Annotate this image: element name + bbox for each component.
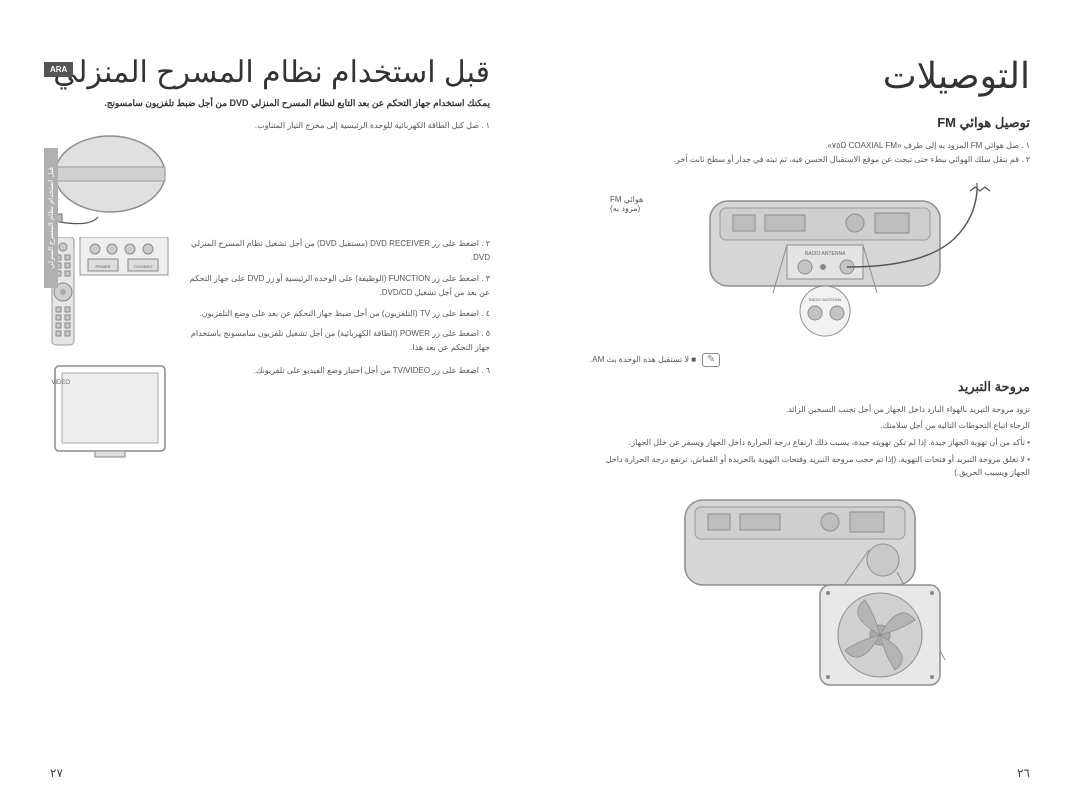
step-1-figure: [50, 119, 170, 229]
step-5: ٥ . اضغط على زر POWER (الطاقة الكهربائية…: [180, 327, 490, 356]
tv-figure: VIDEO: [50, 364, 170, 464]
step-2: ٢ . اضغط على زر DVD RECEIVER (مستقبل DVD…: [180, 237, 490, 266]
fan-illustration-group: [590, 490, 1030, 690]
fan-bullet-1: • تأكد من أن تهوية الجهاز جيدة. إذا لم ت…: [590, 436, 1030, 450]
before-use-title: قبل استخدام نظام المسرح المنزلي: [50, 55, 490, 90]
page-26: التوصيلات توصيل هوائي FM ١ . صل هوائي FM…: [540, 0, 1080, 810]
fm-step-1: ١ . صل هوائي FM المزود به إلى طرف «FM ٧٥…: [590, 139, 1030, 153]
sidebar-text: قبل استخدام نظام المسرح المنزلي: [47, 167, 55, 269]
fan-heading: مروحة التبريد: [590, 379, 1030, 395]
note-icon: ✎: [702, 353, 720, 367]
connections-title: التوصيلات: [590, 55, 1030, 97]
svg-text:TV/VIDEO: TV/VIDEO: [134, 264, 153, 269]
antenna-label: هوائي FM (مزود به): [610, 195, 643, 213]
step-1-text: ١ . صل كبل الطاقة الكهربائية للوحدة الرئ…: [180, 119, 490, 229]
antenna-label-2: (مزود به): [610, 204, 643, 213]
fm-heading: توصيل هوائي FM: [590, 115, 1030, 131]
video-label: VIDEO: [51, 380, 70, 386]
remote-panel-figure: POWER TV/VIDEO: [50, 237, 170, 356]
step-row-3: VIDEO ٦ . اضغط على زر TV/VIDEO من أجل اخ…: [50, 364, 490, 464]
page-number-26: ٢٦: [1017, 766, 1030, 780]
radio-antenna-label: RADIO ANTENNA: [805, 251, 847, 257]
device-rear-fan-illustration: [625, 490, 995, 690]
step-row-2: POWER TV/VIDEO: [50, 237, 490, 356]
step-4: ٤ . اضغط على زر TV (التلفزيون) من أجل ضب…: [180, 307, 490, 321]
step-3: ٣ . اضغط على زر FUNCTION (الوظيفة) على ا…: [180, 272, 490, 301]
intro-line: يمكنك استخدام جهاز التحكم عن بعد التابع …: [50, 98, 490, 109]
step-row-1: ١ . صل كبل الطاقة الكهربائية للوحدة الرئ…: [50, 119, 490, 229]
am-note-text: ■ لا تستقبل هذه الوحدة بث AM.: [590, 355, 696, 364]
am-note-row: ✎ ■ لا تستقبل هذه الوحدة بث AM.: [590, 353, 1030, 367]
fan-line-2: الرجاء اتباع التحوطات التالية من أجل سلا…: [590, 419, 1030, 433]
fan-bullet-2: • لا تغلق مروحة التبريد أو فتحات التهوية…: [590, 453, 1030, 480]
step-6-text: ٦ . اضغط على زر TV/VIDEO من أجل اختيار و…: [180, 364, 490, 464]
steps-2-5-text: ٢ . اضغط على زر DVD RECEIVER (مستقبل DVD…: [180, 237, 490, 356]
page-number-27: ٢٧: [50, 766, 63, 780]
page-27: ARA قبل استخدام نظام المسرح المنزلي قبل …: [0, 0, 540, 810]
sidebar-tab: قبل استخدام نظام المسرح المنزلي: [44, 148, 58, 288]
svg-text:POWER: POWER: [95, 264, 110, 269]
device-rear-antenna-illustration: RADIO ANTENNA RADIO ANTENNA: [625, 183, 995, 338]
svg-text:RADIO ANTENNA: RADIO ANTENNA: [809, 297, 842, 302]
antenna-label-1: هوائي FM: [610, 195, 643, 204]
fan-line-1: تزود مروحة التبريد بالهواء البارد داخل ا…: [590, 403, 1030, 417]
ara-tab: ARA: [44, 62, 73, 77]
fm-step-2: ٢ . قم بنقل سلك الهوائي ببطء حتى تبحث عن…: [590, 153, 1030, 167]
